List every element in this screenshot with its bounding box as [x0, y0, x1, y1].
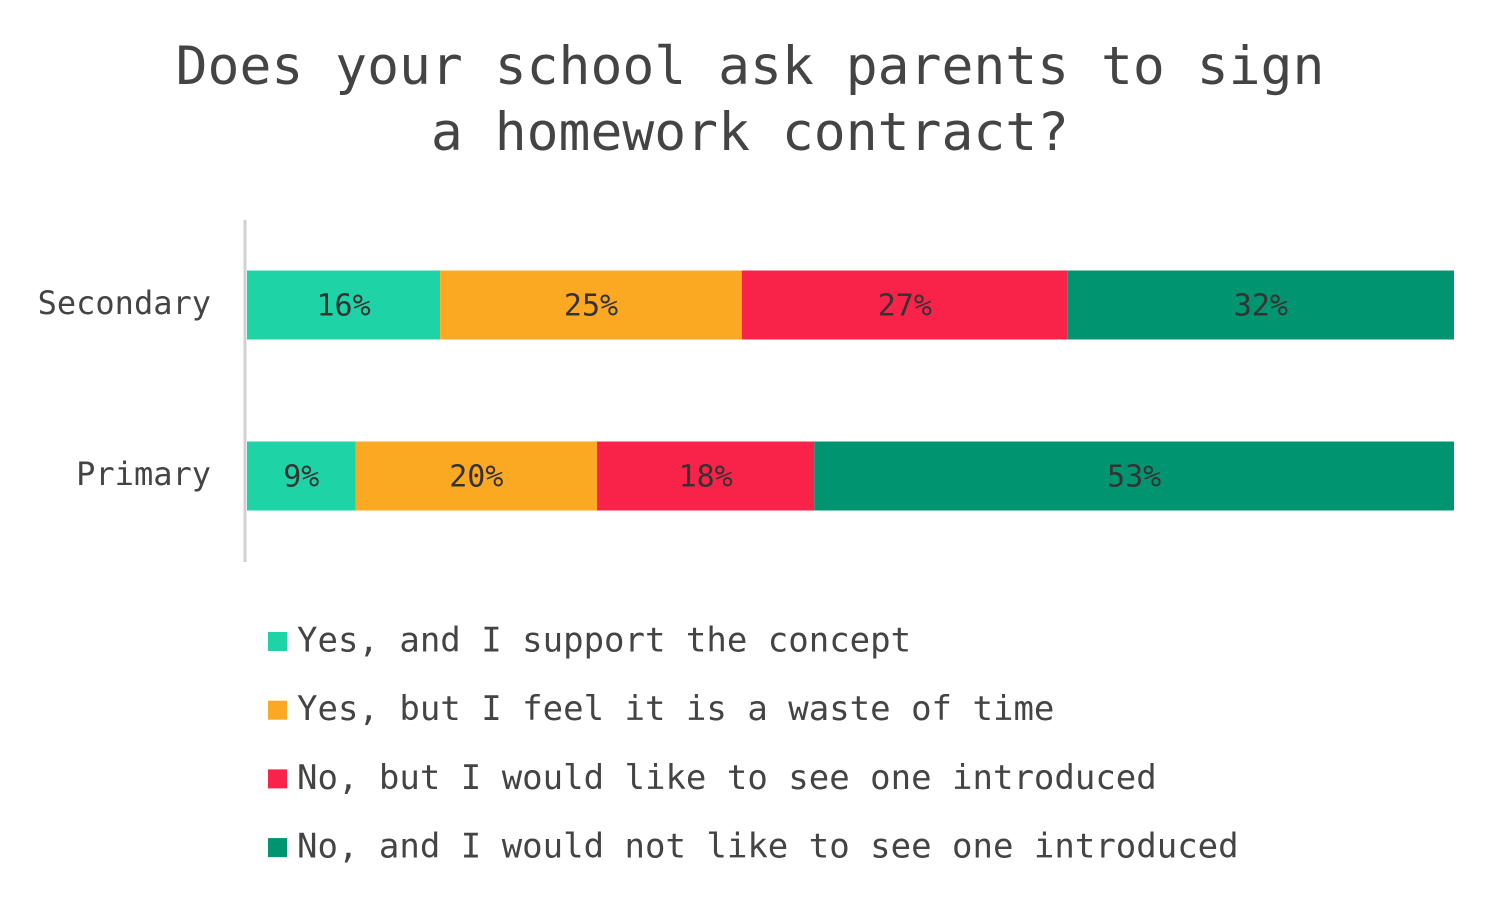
bar-segment [814, 441, 1454, 511]
data-label: 9% [283, 460, 319, 495]
legend-swatch [268, 700, 287, 720]
bar-segment [355, 441, 598, 511]
y-tick-label: Primary [76, 455, 211, 493]
data-label: 20% [449, 460, 503, 495]
data-label: 18% [679, 460, 733, 495]
bar-segment [741, 270, 1068, 340]
data-label: 16% [316, 289, 370, 324]
bar-segment [440, 270, 742, 340]
bar-segment [247, 270, 441, 340]
legend-label: No, but I would like to see one introduc… [297, 758, 1157, 798]
legend-swatch [268, 838, 287, 858]
bar-segment [1067, 270, 1454, 340]
bar-segment [597, 441, 815, 511]
legend-swatch [268, 769, 287, 789]
y-tick-label: Secondary [38, 284, 211, 322]
data-label: 53% [1107, 460, 1161, 495]
legend-label: No, and I would not like to see one intr… [297, 827, 1239, 867]
legend-swatch [268, 632, 287, 651]
legend-label: Yes, but I feel it is a waste of time [297, 689, 1054, 729]
chart-title: Does your school ask parents to sign a h… [175, 36, 1325, 163]
data-label: 27% [878, 289, 932, 324]
legend-label: Yes, and I support the concept [297, 621, 911, 661]
bar-segment [247, 441, 356, 511]
data-label: 25% [564, 289, 618, 324]
data-label: 32% [1234, 289, 1288, 324]
